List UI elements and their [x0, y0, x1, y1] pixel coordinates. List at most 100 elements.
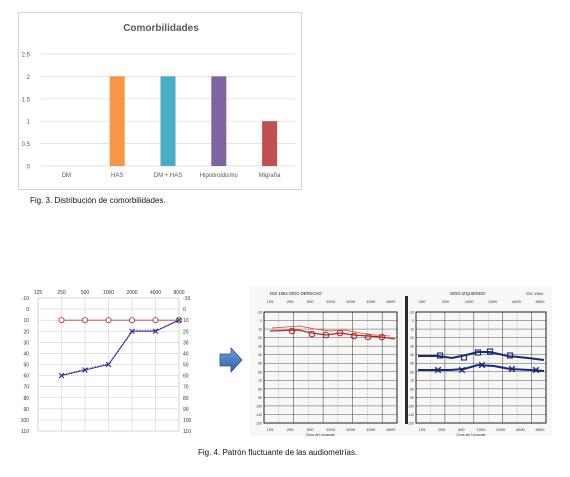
y-tick-label: 0: [27, 165, 31, 171]
y-tick-label-left: 30: [23, 340, 29, 346]
data-point-circle: [81, 317, 89, 324]
db-tick-label-left: 60: [258, 370, 262, 374]
y-tick-label-left: 40: [23, 351, 29, 357]
blue-bracket-mark: [474, 349, 482, 356]
left-ear-bottom-freq-label: 500: [458, 427, 465, 432]
blue-bracket-mark: [506, 352, 514, 359]
bar: [109, 76, 125, 166]
blue-x-mark: [458, 366, 466, 374]
left-ear-frame: [415, 311, 547, 424]
left-ear-zone-label: Zona del Lenguaje: [457, 433, 486, 436]
y-tick-label: 2: [27, 75, 31, 81]
red-circle-mark: [288, 327, 296, 335]
blue-bracket-mark: [486, 348, 494, 355]
db-tick-label-left: 110: [256, 413, 262, 417]
db-tick-label-left: 100: [256, 404, 262, 408]
db-tick-label-right: 80: [410, 387, 414, 391]
db-tick-label-right: 120: [408, 422, 414, 426]
db-tick-label-left: 70: [258, 379, 262, 383]
data-point-x: [82, 367, 88, 373]
x-tick-label: 2000: [126, 290, 137, 296]
db-tick-label-left: 30: [258, 345, 262, 349]
left-ear-bottom-freq-label: 125: [419, 427, 426, 432]
right-ear-zone-label: Zona del Lenguaje: [306, 433, 335, 436]
panel-divider: [405, 296, 408, 424]
left-ear-freq-label: 1000: [465, 299, 475, 304]
y-tick-label-right: 100: [183, 418, 192, 424]
y-tick-label-right: -10: [183, 296, 190, 302]
data-point-x: [129, 328, 135, 335]
y-tick-label-left: 50: [23, 363, 29, 369]
y-tick-label-right: 70: [183, 385, 189, 391]
blue-bracket-mark: [436, 352, 444, 359]
right-ear-bottom-freq-label: 8000: [387, 427, 397, 432]
x-tick-label: 4000: [150, 290, 161, 296]
y-tick-label: 1.5: [22, 97, 31, 103]
x-tick-label: DM: [62, 173, 71, 179]
y-tick-label-left: 60: [23, 374, 29, 380]
x-tick-label: HAS: [111, 173, 123, 179]
db-tick-label-right: 10: [410, 328, 414, 332]
data-point-circle: [152, 317, 159, 324]
db-tick-label-right: 90: [410, 396, 414, 400]
db-tick-label-right: 0: [412, 319, 414, 323]
right-panel-header: OIDO IZQUIERDO: [450, 291, 486, 296]
red-hand-trace: [269, 329, 396, 340]
db-tick-label-right: 60: [410, 370, 414, 374]
y-tick-label-right: 40: [183, 351, 189, 357]
db-tick-label-right: -10: [409, 311, 414, 315]
photo-background: [250, 286, 552, 436]
x-tick-label: 250: [57, 290, 66, 296]
y-tick-label-left: 10: [23, 318, 29, 324]
db-tick-label-left: 50: [258, 362, 262, 366]
db-tick-label-right: 110: [408, 413, 414, 417]
left-ear-bottom-freq-label: 8000: [536, 427, 546, 432]
red-circle-mark: [308, 330, 316, 338]
right-ear-freq-label: 8000: [387, 299, 397, 304]
blue-x-mark: [508, 365, 516, 373]
y-tick-label: 2.5: [22, 53, 31, 59]
left-ear-bottom-freq-label: 4000: [516, 427, 526, 432]
data-point-x: [176, 317, 182, 323]
x-tick-label: Hipotiroidismo: [200, 173, 239, 179]
right-ear-bottom-freq-label: 250: [287, 427, 294, 432]
y-tick-label-left: 20: [23, 329, 29, 335]
db-tick-label-left: 80: [258, 387, 262, 391]
db-tick-label-right: 100: [408, 404, 414, 408]
y-tick-label-left: 70: [23, 385, 29, 391]
y-tick-label-right: 30: [183, 340, 189, 346]
right-ear-freq-label: 4000: [366, 299, 376, 304]
data-point-x: [105, 361, 112, 368]
right-ear-bottom-freq-label: 1000: [326, 427, 336, 432]
blue-bracket-mark: [460, 354, 468, 361]
left-ear-bottom-freq-label: 1000: [477, 427, 487, 432]
series-line-bone: [62, 318, 181, 375]
left-ear-freq-label: 8000: [536, 299, 546, 304]
y-tick-label-right: 60: [183, 374, 189, 380]
y-tick-label: 0.5: [22, 142, 31, 148]
db-tick-label-left: -10: [257, 311, 262, 315]
y-tick-label-right: 50: [183, 363, 189, 369]
right-ear-bottom-freq-label: 4000: [366, 427, 376, 432]
right-ear-bottom-freq-label: 500: [307, 427, 314, 432]
data-point-circle: [105, 317, 112, 324]
red-circle-mark: [322, 331, 330, 339]
blue-x-mark: [434, 366, 442, 374]
series-line: [61, 319, 180, 377]
red-circle-mark: [350, 332, 358, 340]
bar: [160, 76, 176, 166]
left-ear-freq-label: 2000: [488, 299, 498, 304]
data-point-circle: [128, 317, 136, 324]
comorbidities-chart-svg: Comorbilidades 0 0.5 1 1.5 2 2.5 DM HAS DM + HAS H…: [22, 23, 295, 179]
y-tick-label: 1: [27, 120, 31, 126]
blue-hand-trace-2: [418, 363, 545, 372]
data-point-x: [152, 328, 159, 335]
right-ear-freq-label: 500: [307, 299, 314, 304]
db-tick-label-right: 20: [410, 336, 414, 340]
blue-x-mark: [532, 366, 540, 374]
y-tick-label-left: 0: [26, 307, 29, 313]
right-ear-bottom-freq-label: 125: [267, 427, 274, 432]
right-ear-freq-label: 1000: [326, 299, 336, 304]
db-tick-label-left: 20: [258, 336, 262, 340]
